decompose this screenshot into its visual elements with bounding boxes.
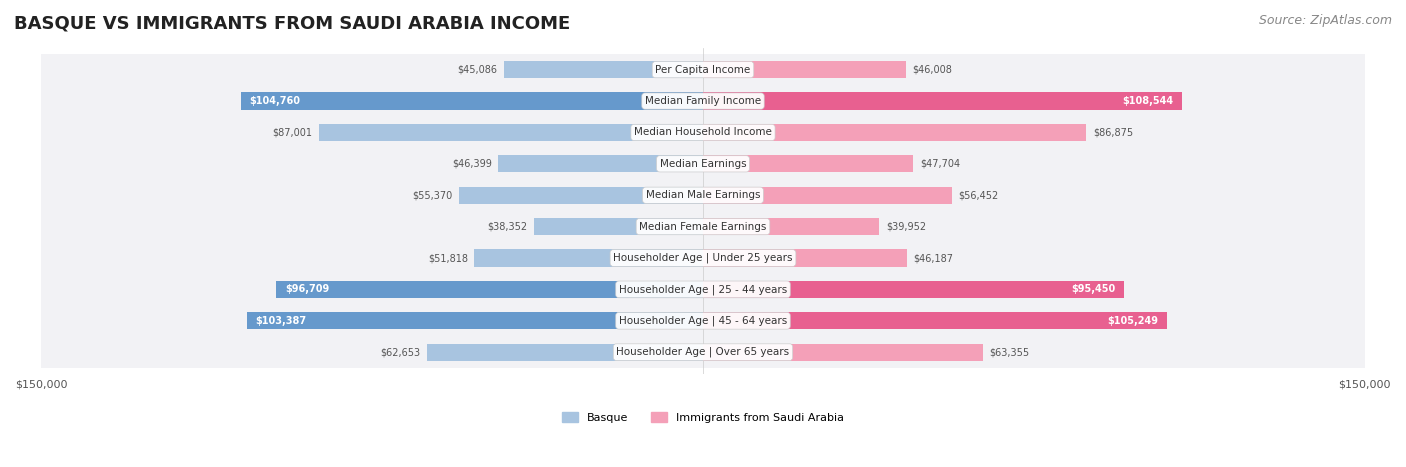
Text: Median Household Income: Median Household Income bbox=[634, 127, 772, 137]
Bar bbox=[505, 61, 703, 78]
Bar bbox=[41, 305, 1365, 337]
Bar bbox=[474, 249, 703, 267]
Text: $51,818: $51,818 bbox=[427, 253, 468, 263]
Text: Householder Age | Under 25 years: Householder Age | Under 25 years bbox=[613, 253, 793, 263]
Text: $63,355: $63,355 bbox=[988, 347, 1029, 357]
Bar bbox=[703, 249, 907, 267]
Bar bbox=[703, 344, 983, 361]
Text: $45,086: $45,086 bbox=[457, 64, 498, 75]
Text: $47,704: $47,704 bbox=[920, 159, 960, 169]
Bar bbox=[703, 92, 1182, 110]
Bar bbox=[41, 337, 1365, 368]
Bar bbox=[703, 218, 879, 235]
Text: $105,249: $105,249 bbox=[1108, 316, 1159, 326]
Legend: Basque, Immigrants from Saudi Arabia: Basque, Immigrants from Saudi Arabia bbox=[557, 408, 849, 427]
Bar bbox=[41, 211, 1365, 242]
Bar bbox=[426, 344, 703, 361]
Text: $103,387: $103,387 bbox=[256, 316, 307, 326]
Text: $39,952: $39,952 bbox=[886, 222, 927, 232]
Text: $104,760: $104,760 bbox=[250, 96, 301, 106]
Text: Householder Age | 45 - 64 years: Householder Age | 45 - 64 years bbox=[619, 316, 787, 326]
Bar bbox=[703, 155, 914, 172]
Text: Householder Age | 25 - 44 years: Householder Age | 25 - 44 years bbox=[619, 284, 787, 295]
Text: $86,875: $86,875 bbox=[1092, 127, 1133, 137]
Text: Per Capita Income: Per Capita Income bbox=[655, 64, 751, 75]
Text: $95,450: $95,450 bbox=[1071, 284, 1115, 294]
Text: Source: ZipAtlas.com: Source: ZipAtlas.com bbox=[1258, 14, 1392, 27]
Text: BASQUE VS IMMIGRANTS FROM SAUDI ARABIA INCOME: BASQUE VS IMMIGRANTS FROM SAUDI ARABIA I… bbox=[14, 14, 571, 32]
Text: Median Family Income: Median Family Income bbox=[645, 96, 761, 106]
Bar bbox=[498, 155, 703, 172]
Text: $38,352: $38,352 bbox=[486, 222, 527, 232]
Bar bbox=[41, 242, 1365, 274]
Bar bbox=[247, 312, 703, 329]
Text: $108,544: $108,544 bbox=[1122, 96, 1173, 106]
Bar bbox=[240, 92, 703, 110]
Bar bbox=[703, 124, 1087, 141]
Bar bbox=[703, 281, 1123, 298]
Bar bbox=[703, 61, 905, 78]
Bar bbox=[41, 274, 1365, 305]
Bar bbox=[277, 281, 703, 298]
Bar bbox=[319, 124, 703, 141]
Text: $62,653: $62,653 bbox=[380, 347, 420, 357]
Bar bbox=[41, 117, 1365, 148]
Text: $56,452: $56,452 bbox=[959, 190, 998, 200]
Text: $46,008: $46,008 bbox=[912, 64, 952, 75]
Bar bbox=[458, 187, 703, 204]
Bar bbox=[41, 54, 1365, 85]
Text: Median Female Earnings: Median Female Earnings bbox=[640, 222, 766, 232]
Text: $96,709: $96,709 bbox=[285, 284, 329, 294]
Text: Householder Age | Over 65 years: Householder Age | Over 65 years bbox=[616, 347, 790, 357]
Text: $55,370: $55,370 bbox=[412, 190, 453, 200]
Bar bbox=[534, 218, 703, 235]
Text: $87,001: $87,001 bbox=[273, 127, 312, 137]
Bar bbox=[703, 312, 1167, 329]
Text: $46,399: $46,399 bbox=[451, 159, 492, 169]
Bar bbox=[41, 85, 1365, 117]
Text: $46,187: $46,187 bbox=[914, 253, 953, 263]
Text: Median Male Earnings: Median Male Earnings bbox=[645, 190, 761, 200]
Bar bbox=[41, 148, 1365, 179]
Text: Median Earnings: Median Earnings bbox=[659, 159, 747, 169]
Bar bbox=[703, 187, 952, 204]
Bar bbox=[41, 179, 1365, 211]
